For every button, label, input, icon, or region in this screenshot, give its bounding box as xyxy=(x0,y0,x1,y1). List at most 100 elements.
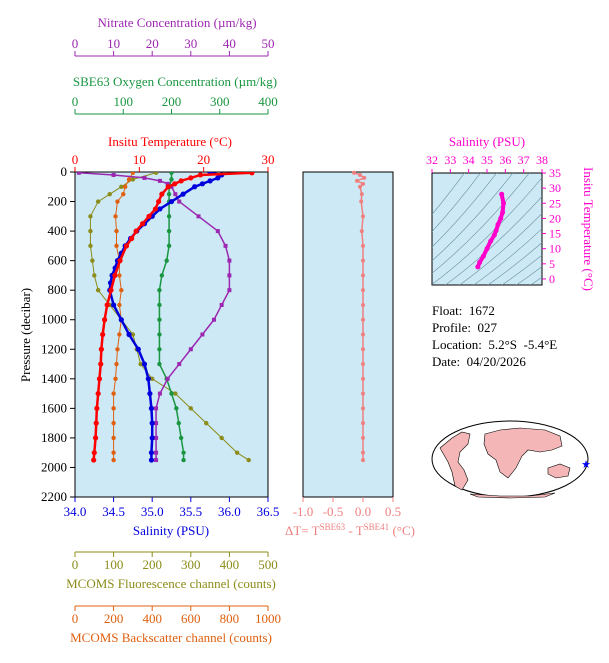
fluorescence-point xyxy=(88,243,93,249)
nitrate-point xyxy=(173,192,178,197)
salinity-point xyxy=(118,317,124,323)
nitrate-point xyxy=(196,214,201,219)
pressure-tick-label: 2200 xyxy=(41,489,67,504)
float-marker-icon: ★ xyxy=(581,459,591,471)
pressure-tick-label: 1600 xyxy=(41,400,67,415)
backscatter-point xyxy=(113,376,118,382)
temperature-tick-label: 20 xyxy=(197,152,210,167)
salinity-point xyxy=(148,450,155,456)
delta-t-plot-area xyxy=(302,171,394,498)
pressure-tick-label: 1400 xyxy=(41,371,67,386)
profile-date: Date: 04/20/2026 xyxy=(432,354,526,369)
salinity-point xyxy=(192,184,198,190)
world-map: ★ xyxy=(431,420,591,499)
delta-t-point xyxy=(361,406,365,411)
pressure-tick-label: 1800 xyxy=(41,430,67,445)
delta-t-point xyxy=(361,273,365,278)
fluorescence-point xyxy=(88,228,93,234)
pressure-tick-label: 800 xyxy=(48,282,68,297)
salinity-point xyxy=(147,390,153,397)
fluorescence-point xyxy=(188,406,193,411)
salinity-point xyxy=(180,191,186,197)
ts-salinity-tick-label: 38 xyxy=(536,153,548,167)
temperature-tick-label: 0 xyxy=(72,152,79,167)
salinity-tick-label: 35.0 xyxy=(141,504,164,519)
backscatter-point xyxy=(111,450,116,455)
float-location: Location: 5.2°S -5.4°E xyxy=(432,337,558,352)
nitrate-axis-tick-label: 20 xyxy=(146,36,159,51)
ts-salinity-title: Salinity (PSU) xyxy=(449,134,525,149)
oxygen-axis-tick-label: 100 xyxy=(114,94,134,109)
backscatter-point xyxy=(117,332,122,337)
temperature-point xyxy=(104,302,110,308)
salinity-axis-title: Salinity (PSU) xyxy=(133,523,209,538)
delta-t-axis-title: ΔT= TSBE63 - TSBE41 (°C) xyxy=(285,522,415,538)
temperature-point xyxy=(100,331,106,338)
backscatter-point xyxy=(117,302,122,308)
backscatter-point xyxy=(111,391,116,396)
ts-temperature-tick-label: 20 xyxy=(549,211,561,225)
nitrate-point xyxy=(76,172,81,175)
temperature-point xyxy=(146,213,152,219)
salinity-tick-label: 34.5 xyxy=(102,504,125,519)
oxygen-point xyxy=(157,302,162,308)
fluorescence-point xyxy=(119,184,124,189)
map-land-antarctica xyxy=(469,492,556,499)
main-series-group xyxy=(76,172,255,463)
backscatter-point xyxy=(119,287,124,293)
ts-temperature-tick-label: 25 xyxy=(549,196,561,210)
nitrate-point xyxy=(142,175,147,180)
temperature-tick-label: 30 xyxy=(262,152,275,167)
fluorescence-point xyxy=(95,287,101,293)
pressure-tick-label: 1000 xyxy=(41,312,67,327)
temperature-point xyxy=(159,191,165,197)
ts-isopycnal-line xyxy=(432,173,497,248)
salinity-point xyxy=(135,346,141,352)
salinity-point xyxy=(111,302,117,308)
oxygen-point xyxy=(169,391,174,396)
backscatter-point xyxy=(111,420,116,426)
backscatter-axis-tick-label: 200 xyxy=(104,611,124,626)
delta-t-point xyxy=(362,175,367,180)
ts-point xyxy=(475,264,481,270)
salinity-point xyxy=(141,361,148,367)
nitrate-point xyxy=(154,450,159,455)
main-plot xyxy=(76,172,255,463)
backscatter-point xyxy=(130,172,136,175)
oxygen-axis: 0 100 200 300 400 xyxy=(72,94,278,115)
oxygen-point xyxy=(176,420,181,426)
fluorescence-axis-tick-label: 500 xyxy=(258,557,278,572)
delta-t-point xyxy=(361,332,365,337)
delta-t-point xyxy=(361,421,365,426)
delta-t-point xyxy=(358,184,362,189)
nitrate-point xyxy=(227,288,232,293)
salinity-point xyxy=(149,435,155,441)
ts-temperature-tick-label: 15 xyxy=(549,227,561,241)
nitrate-point xyxy=(157,178,162,183)
backscatter-axis-tick-label: 0 xyxy=(72,611,79,626)
ts-temperature-tick-label: 10 xyxy=(549,242,561,256)
backscatter-point xyxy=(121,191,126,197)
oxygen-axis-tick-label: 400 xyxy=(258,94,278,109)
oxygen-point xyxy=(159,273,165,278)
delta-t-point xyxy=(361,302,365,307)
backscatter-point xyxy=(115,347,120,352)
fluorescence-axis: 0 100 200 300 400 500 xyxy=(72,551,278,572)
fluorescence-point xyxy=(246,457,251,463)
fluorescence-axis-tick-label: 200 xyxy=(142,557,162,572)
pressure-tick-label: 0 xyxy=(61,164,68,179)
nitrate-point xyxy=(200,332,205,337)
delta-t-tick-label: -0.5 xyxy=(323,504,344,519)
temperature-point xyxy=(98,346,104,352)
delta-t-plot xyxy=(352,170,367,463)
ts-salinity-tick-label: 37 xyxy=(518,153,530,167)
nitrate-point xyxy=(169,184,174,189)
temperature-point xyxy=(98,361,104,367)
salinity-point xyxy=(199,181,205,187)
temperature-point xyxy=(165,184,171,190)
temperature-point xyxy=(117,258,123,264)
ts-isopycnal-line xyxy=(473,228,542,285)
backscatter-point xyxy=(115,199,120,204)
delta-t-point xyxy=(361,458,365,463)
nitrate-axis-tick-label: 40 xyxy=(223,36,236,51)
